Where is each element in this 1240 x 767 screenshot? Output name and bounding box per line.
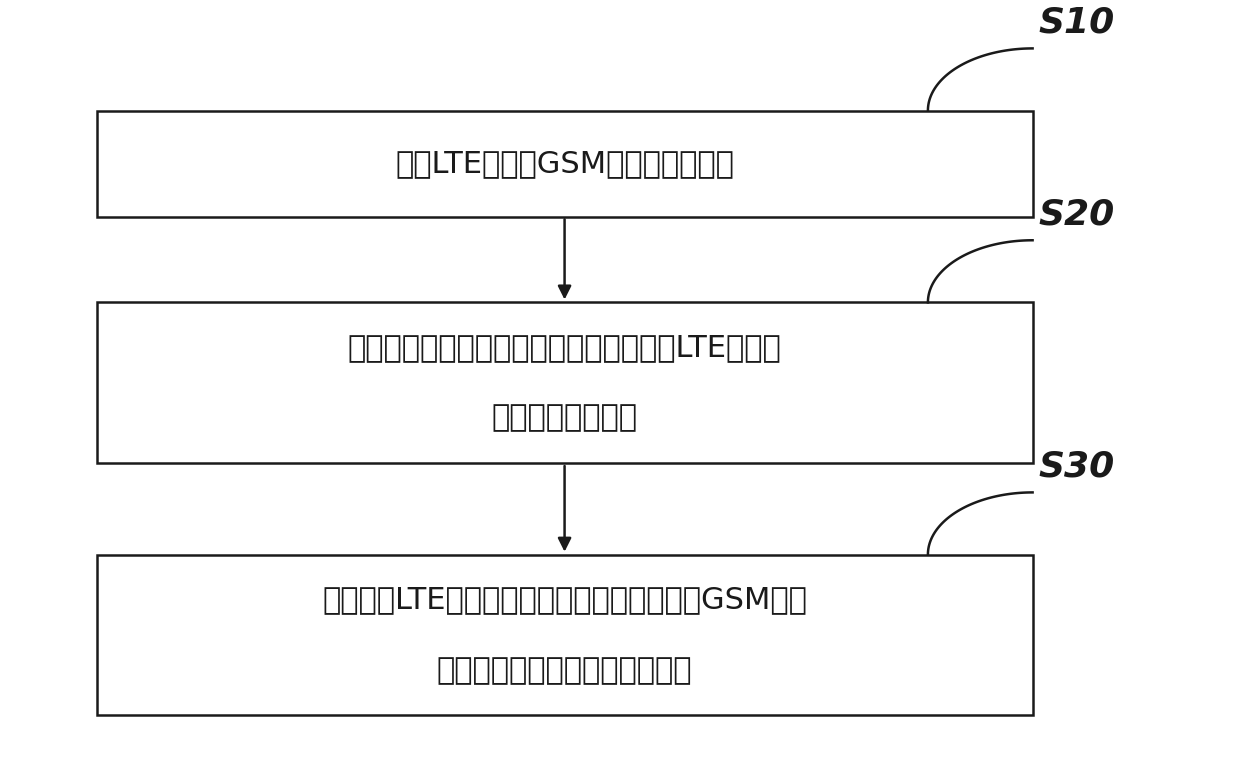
Text: 根据所述基础数据采用遗传算法生成所述LTE网络的: 根据所述基础数据采用遗传算法生成所述LTE网络的 [347,333,781,362]
Text: S20: S20 [1039,197,1115,232]
Text: 中基站所属的位置区域进行调整: 中基站所属的位置区域进行调整 [436,656,692,685]
Text: 获取LTE网络和GSM网络的基础数据: 获取LTE网络和GSM网络的基础数据 [396,149,734,178]
Bar [97,555,1033,716]
Bar [97,302,1033,463]
Text: 按照所述LTE网络的跟踪区域调整数据对所述GSM网络: 按照所述LTE网络的跟踪区域调整数据对所述GSM网络 [322,585,807,614]
Text: 跟踪区域调整数据: 跟踪区域调整数据 [491,403,637,433]
Text: S10: S10 [1039,5,1115,40]
Bar [97,110,1033,216]
Text: S30: S30 [1039,449,1115,484]
